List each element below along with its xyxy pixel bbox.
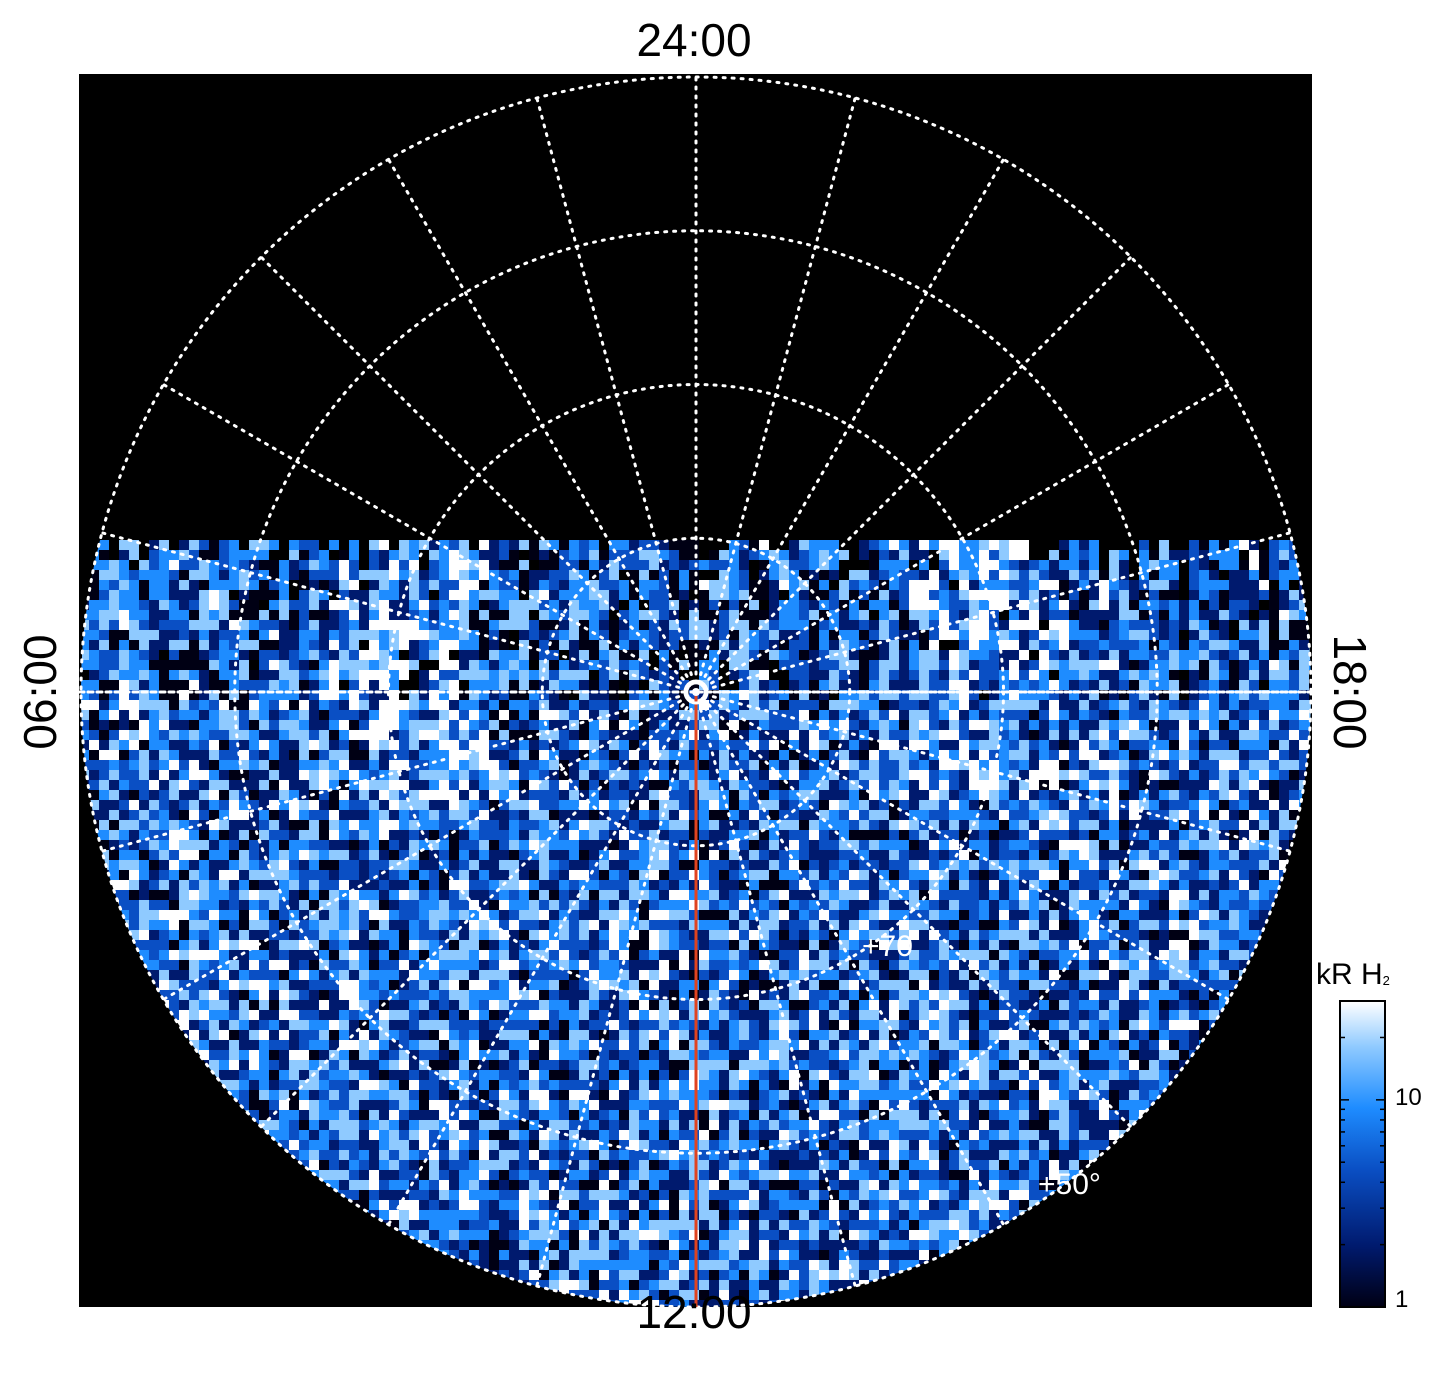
meridian-line	[694, 690, 1292, 853]
colorbar-title-text: kR H	[1316, 958, 1383, 991]
local-time-label-left: 06:00	[14, 634, 66, 750]
meridian-line	[535, 690, 698, 1288]
colorbar	[1339, 1000, 1386, 1308]
pole-marker-inner	[692, 688, 700, 696]
latitude-annotation-50: +50°	[1038, 1168, 1101, 1201]
local-time-label-bottom: 12:00	[636, 1286, 752, 1338]
meridian-line	[694, 157, 1005, 694]
pole-marker-outer	[683, 679, 709, 705]
meridian-line	[694, 690, 1231, 1001]
latitude-annotation-70: +70	[862, 930, 913, 963]
colorbar-title-subscript: 2	[1382, 973, 1390, 988]
local-time-label-right: 18:00	[1324, 634, 1376, 750]
meridian-line	[259, 255, 698, 694]
meridian-line	[387, 157, 698, 694]
meridian-line	[694, 531, 1292, 694]
colorbar-ticks	[1340, 1000, 1385, 1246]
local-time-label-top: 24:00	[636, 14, 752, 66]
colorbar-tick-label-10: 10	[1395, 1084, 1422, 1111]
meridian-line	[694, 96, 857, 694]
meridian-line	[100, 690, 698, 853]
meridian-line	[694, 690, 1133, 1129]
meridian-line	[694, 255, 1133, 694]
colorbar-title: kR H2	[1316, 958, 1390, 992]
meridian-line	[259, 690, 698, 1129]
meridian-line	[100, 531, 698, 694]
meridian-line	[694, 690, 1005, 1227]
meridian-line	[161, 690, 698, 1001]
meridian-line	[161, 383, 698, 694]
colorbar-tick-label-1: 1	[1395, 1286, 1409, 1313]
meridian-line	[694, 383, 1231, 694]
meridian-line	[535, 96, 698, 694]
lat-lon-grid	[79, 75, 1312, 1307]
meridian-line	[387, 690, 698, 1227]
meridian-line	[694, 690, 857, 1288]
